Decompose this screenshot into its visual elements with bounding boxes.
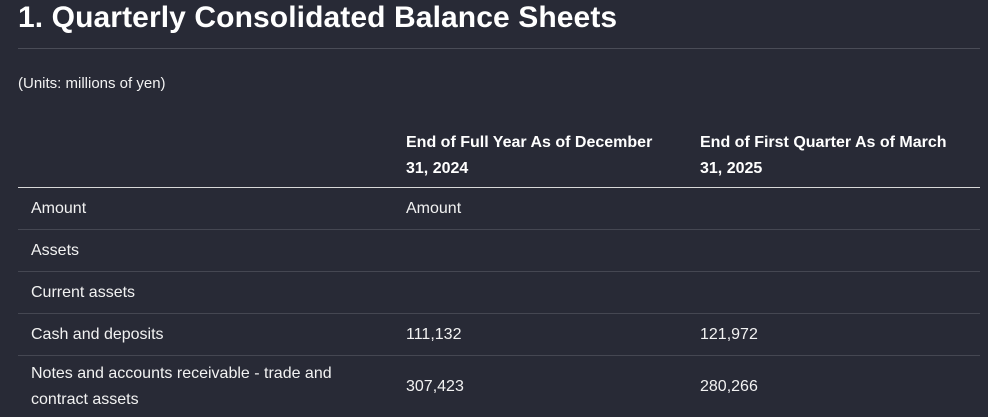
cell-first-quarter (687, 187, 980, 230)
cell-full-year: Amount (393, 187, 687, 230)
table-row: Amount Amount (18, 187, 980, 230)
table-row: Notes and accounts receivable - trade an… (18, 355, 980, 417)
table-row: Current assets (18, 271, 980, 314)
cell-first-quarter (687, 229, 980, 272)
page-title: 1. Quarterly Consolidated Balance Sheets (18, 0, 980, 49)
cell-full-year: 307,423 (393, 355, 687, 417)
cell-full-year (393, 271, 687, 314)
header-full-year-2024: End of Full Year As of December 31, 2024 (393, 119, 687, 188)
row-label: Cash and deposits (18, 313, 393, 356)
cell-first-quarter (687, 271, 980, 314)
header-item-column (18, 119, 393, 188)
cell-full-year (393, 229, 687, 272)
units-note: (Units: millions of yen) (18, 75, 166, 92)
table-row: Assets (18, 229, 980, 272)
cell-first-quarter: 121,972 (687, 313, 980, 356)
cell-first-quarter: 280,266 (687, 355, 980, 417)
row-label: Amount (18, 187, 393, 230)
balance-sheet-table: End of Full Year As of December 31, 2024… (18, 119, 980, 417)
header-first-quarter-2025: End of First Quarter As of March 31, 202… (687, 119, 980, 188)
table-header-row: End of Full Year As of December 31, 2024… (18, 119, 980, 188)
row-label: Current assets (18, 271, 393, 314)
row-label: Notes and accounts receivable - trade an… (18, 355, 393, 417)
cell-full-year: 111,132 (393, 313, 687, 356)
table-row: Cash and deposits 111,132 121,972 (18, 313, 980, 356)
row-label: Assets (18, 229, 393, 272)
